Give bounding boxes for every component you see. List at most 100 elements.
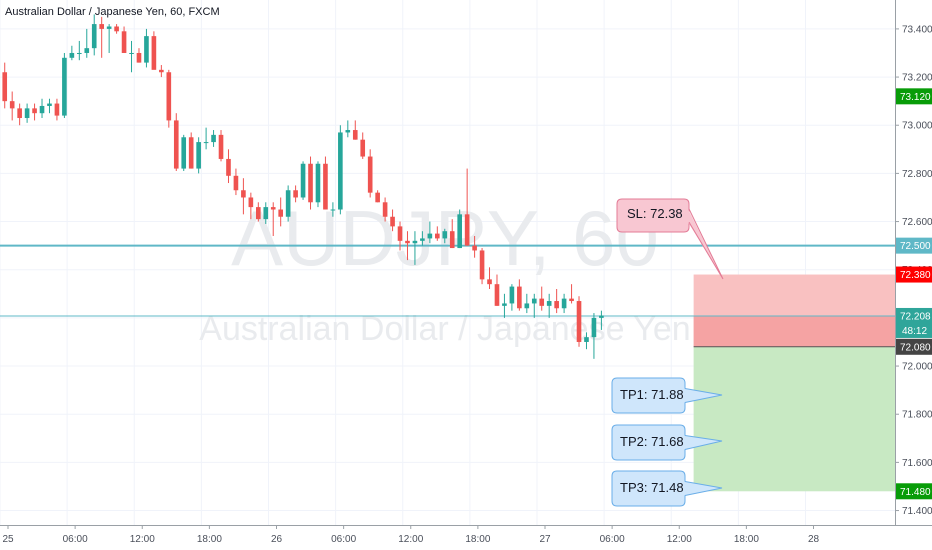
candle (166, 69, 172, 128)
price-label-current[interactable]: 72.208 (900, 311, 931, 322)
sl-annotation-text: SL: 72.38 (627, 206, 683, 221)
candle-body (181, 137, 187, 169)
price-label-upper-level-bg (896, 88, 932, 105)
candle (472, 236, 477, 258)
time-tick-label: 12:00 (398, 534, 423, 545)
candle (62, 52, 67, 119)
candle-body (256, 207, 261, 220)
candle-body (263, 207, 269, 220)
candle (300, 161, 306, 200)
time-tick-label: 06:00 (63, 534, 88, 545)
take-profit-zone[interactable] (693, 346, 895, 492)
time-tick-label: 18:00 (465, 534, 490, 545)
candle-body (293, 190, 298, 198)
candle (494, 274, 500, 306)
tp2-callout-pointer (684, 435, 722, 450)
candle-body (203, 142, 209, 144)
candle (546, 293, 552, 318)
candle (531, 293, 537, 318)
candle-body (420, 238, 425, 241)
candle-body (345, 130, 351, 133)
candle-body (144, 36, 149, 63)
candle-body (99, 24, 104, 29)
candle (121, 26, 127, 53)
candle (427, 221, 433, 244)
candle (502, 293, 507, 318)
candle (517, 279, 522, 311)
candle (561, 293, 567, 314)
candle (151, 31, 157, 70)
candle-body (464, 214, 470, 246)
candle-body (412, 240, 418, 244)
candle (263, 202, 269, 224)
candle (308, 156, 313, 210)
tp3-annotation-text: TP3: 71.48 (620, 480, 684, 495)
candle (106, 24, 112, 53)
price-label-upper-level[interactable]: 73.120 (900, 92, 931, 103)
candle (576, 296, 582, 347)
candle-body (360, 139, 366, 157)
candle (420, 231, 425, 246)
price-axis[interactable]: 73.40073.20073.00072.80072.60072.40072.2… (895, 0, 932, 550)
tp1-annotation-text: TP1: 71.88 (620, 387, 684, 402)
candle-body (91, 24, 97, 49)
candle-body (569, 298, 574, 302)
candle-body (9, 101, 15, 109)
candle-body (136, 52, 142, 63)
candle-body (166, 72, 172, 121)
risk-reward-zones[interactable] (693, 274, 895, 492)
tp1-callout-pointer (684, 388, 722, 403)
price-tick-label: 72.000 (902, 362, 932, 373)
candle (270, 202, 276, 237)
candle (211, 130, 216, 147)
price-label-entry[interactable]: 72.080 (900, 342, 931, 353)
price-label-stop[interactable]: 72.380 (900, 270, 931, 281)
candle-body (129, 52, 134, 54)
candle (278, 197, 283, 227)
candle (114, 24, 119, 34)
candle (360, 132, 366, 159)
time-axis[interactable]: 25 06:00 12:00 18:00 26 06:00 12:00 18:00 27 06:0… (0, 525, 932, 550)
candle (412, 231, 418, 265)
candle-body (517, 286, 522, 309)
candle (17, 103, 22, 126)
candle (159, 65, 164, 78)
candle (99, 16, 104, 58)
time-tick-label: 27 (539, 534, 551, 545)
candle-body (509, 286, 515, 304)
candle-body (159, 69, 164, 73)
time-tick-label: 26 (271, 534, 283, 545)
candle-body (2, 72, 8, 102)
candle-body (114, 26, 119, 32)
candle (2, 62, 8, 109)
price-label-target[interactable]: 71.480 (900, 487, 931, 498)
candle-body (285, 190, 291, 217)
candle (69, 45, 75, 61)
candle-body (47, 103, 52, 106)
candle (248, 192, 254, 220)
price-tick-label: 71.800 (902, 410, 932, 421)
price-label-mid-level[interactable]: 72.500 (900, 241, 931, 252)
candle-body (599, 315, 604, 318)
candle-body (352, 130, 358, 140)
candle-body (17, 108, 22, 119)
candle (397, 221, 403, 251)
candle (47, 98, 52, 114)
candle (24, 103, 30, 123)
candle-body (69, 52, 75, 58)
candle (226, 149, 231, 184)
candle (315, 161, 321, 208)
candle-body (106, 26, 112, 29)
price-tick-label: 73.400 (902, 24, 932, 35)
horizontal-levels[interactable] (0, 244, 895, 348)
candle (233, 168, 239, 196)
time-tick-label: 12:00 (130, 534, 155, 545)
candle-body (315, 163, 321, 203)
candle (188, 132, 194, 169)
candle (91, 14, 97, 56)
candle-body (405, 240, 410, 244)
price-tick-label: 73.000 (902, 121, 932, 132)
time-tick-label: 12:00 (667, 534, 692, 545)
candle-body (382, 202, 388, 217)
